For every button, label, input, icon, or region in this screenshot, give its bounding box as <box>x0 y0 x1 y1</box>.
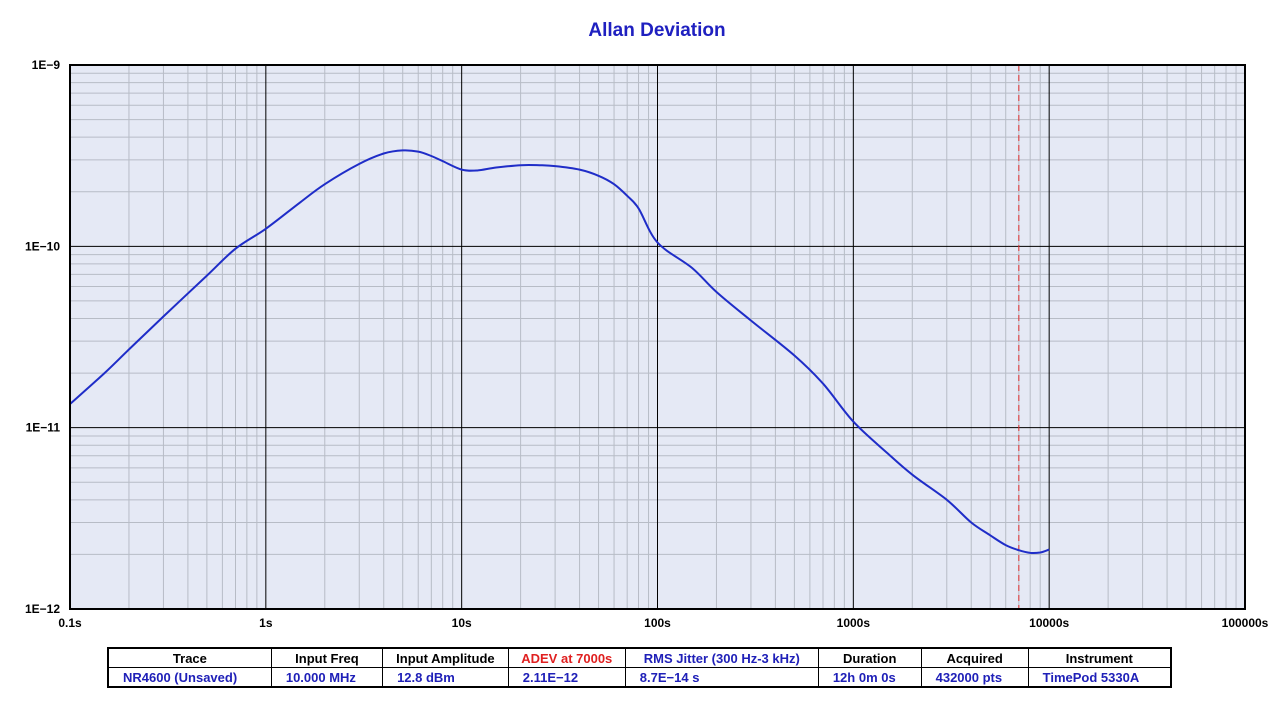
x-tick-label: 1s <box>259 616 273 630</box>
value-acquired: 432000 pts <box>920 667 1029 688</box>
value-duration: 12h 0m 0s <box>817 667 922 688</box>
plot-border <box>69 64 1246 610</box>
header-input-amplitude: Input Amplitude <box>382 647 509 668</box>
y-tick-label: 1E−9 <box>32 58 61 72</box>
x-tick-label: 10s <box>452 616 472 630</box>
x-tick-label: 0.1s <box>58 616 82 630</box>
y-tick-label: 1E−11 <box>26 421 61 435</box>
value-adev: 2.11E−12 <box>507 667 626 688</box>
measurement-summary-table: Trace Input Freq Input Amplitude ADEV at… <box>107 647 1172 688</box>
y-axis-tick-labels: 1E−12 1E−11 1E−10 1E−9 <box>25 58 60 616</box>
y-tick-label: 1E−10 <box>25 239 60 253</box>
x-tick-label: 100s <box>644 616 671 630</box>
header-rms-jitter: RMS Jitter (300 Hz-3 kHz) <box>624 647 819 668</box>
value-instrument: TimePod 5330A <box>1027 667 1172 688</box>
x-tick-label: 10000s <box>1029 616 1069 630</box>
header-duration: Duration <box>817 647 922 668</box>
table-row: NR4600 (Unsaved) 10.000 MHz 12.8 dBm 2.1… <box>107 667 1172 688</box>
value-trace: NR4600 (Unsaved) <box>107 667 272 688</box>
allan-deviation-chart: Allan Deviation 0.1s 1s 10s 100s 1000s 10000s… <box>25 20 1269 630</box>
x-tick-label: 1000s <box>837 616 871 630</box>
y-tick-label: 1E−12 <box>25 602 60 616</box>
header-adev: ADEV at 7000s <box>507 647 626 668</box>
major-grid <box>70 65 1245 609</box>
value-rms-jitter: 8.7E−14 s <box>624 667 819 688</box>
table-header-row: Trace Input Freq Input Amplitude ADEV at… <box>107 647 1172 668</box>
header-trace: Trace <box>107 647 272 668</box>
x-axis-tick-labels: 0.1s 1s 10s 100s 1000s 10000s 100000s <box>58 616 1268 630</box>
header-instrument: Instrument <box>1027 647 1172 668</box>
chart-title: Allan Deviation <box>588 20 725 41</box>
adev-trace <box>69 149 1050 555</box>
value-input-amplitude: 12.8 dBm <box>382 667 509 688</box>
value-input-freq: 10.000 MHz <box>270 667 384 688</box>
header-input-freq: Input Freq <box>270 647 384 668</box>
header-acquired: Acquired <box>920 647 1029 668</box>
x-tick-label: 100000s <box>1222 616 1269 630</box>
